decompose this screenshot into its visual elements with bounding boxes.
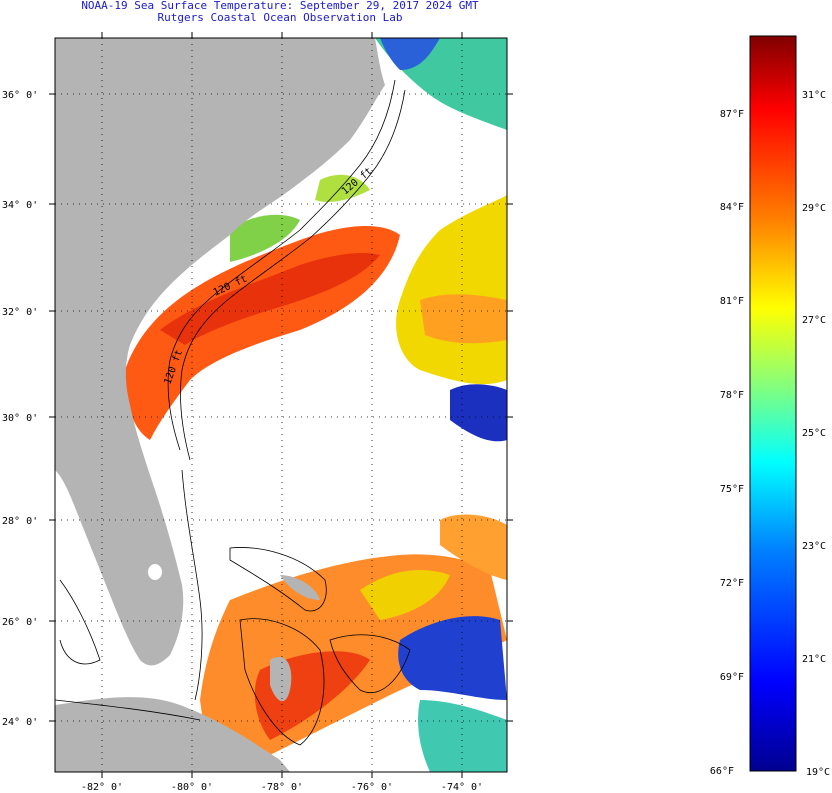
- coastal-green-strip: [230, 214, 300, 262]
- lon-label: -80° 0': [171, 782, 213, 793]
- lake-okeechobee: [148, 564, 162, 580]
- coastal-yellow-strip: [315, 174, 370, 202]
- south-green-patch: [418, 700, 507, 772]
- graticule: [55, 38, 507, 772]
- colorbar-celsius-labels: 31°C 29°C 27°C 25°C 23°C 21°C 19°C: [802, 90, 830, 778]
- f-label: 69°F: [720, 672, 744, 683]
- f-label: 72°F: [720, 578, 744, 589]
- lat-label: 28° 0': [2, 516, 38, 527]
- south-blue-patch: [398, 616, 507, 700]
- c-label: 29°C: [802, 203, 826, 214]
- land-cuba: [55, 697, 290, 772]
- bathymetry-contours: [55, 79, 411, 746]
- c-label: 31°C: [802, 90, 826, 101]
- map-title: NOAA-19 Sea Surface Temperature: Septemb…: [81, 0, 479, 12]
- c-label: 19°C: [806, 767, 830, 778]
- c-label: 25°C: [802, 428, 826, 439]
- map-subtitle: Rutgers Coastal Ocean Observation Lab: [157, 11, 403, 24]
- f-label: 81°F: [720, 296, 744, 307]
- map-ticks: [49, 32, 513, 778]
- south-yellow-patch: [360, 570, 450, 620]
- lat-label: 30° 0': [2, 413, 38, 424]
- c-label: 23°C: [802, 541, 826, 552]
- land-bahamas: [270, 656, 292, 702]
- northeast-blue-patch: [380, 38, 440, 70]
- lat-label: 24° 0': [2, 717, 38, 728]
- lon-label: -82° 0': [81, 782, 123, 793]
- map-frame: [54, 37, 508, 773]
- f-label: 87°F: [720, 109, 744, 120]
- lat-label: 36° 0': [2, 90, 38, 101]
- f-label: 84°F: [720, 202, 744, 213]
- sst-map[interactable]: 120 ft 120 ft 120 ft: [0, 0, 700, 793]
- colorbar: 87°F 84°F 81°F 78°F 75°F 72°F 69°F 66°F …: [710, 35, 830, 778]
- land-us-southeast: [55, 38, 385, 666]
- lon-label: -76° 0': [351, 782, 393, 793]
- f-label: 78°F: [720, 390, 744, 401]
- lat-label: 34° 0': [2, 200, 38, 211]
- lon-label: -74° 0': [441, 782, 483, 793]
- colorbar-gradient: [749, 35, 797, 772]
- lat-label: 32° 0': [2, 307, 38, 318]
- f-label: 75°F: [720, 484, 744, 495]
- c-label: 27°C: [802, 315, 826, 326]
- lat-label: 26° 0': [2, 617, 38, 628]
- c-label: 21°C: [802, 654, 826, 665]
- land-grand-bahama: [280, 575, 320, 600]
- gulf-stream-hot-core: [160, 253, 380, 345]
- east-orange-patch: [420, 294, 507, 344]
- east-blue-patch: [450, 384, 507, 442]
- colorbar-fahrenheit-labels: 87°F 84°F 81°F 78°F 75°F 72°F 69°F 66°F: [710, 109, 744, 777]
- f-label: 66°F: [710, 766, 734, 777]
- lon-label: -78° 0': [261, 782, 303, 793]
- southeast-orange-patch: [440, 514, 507, 580]
